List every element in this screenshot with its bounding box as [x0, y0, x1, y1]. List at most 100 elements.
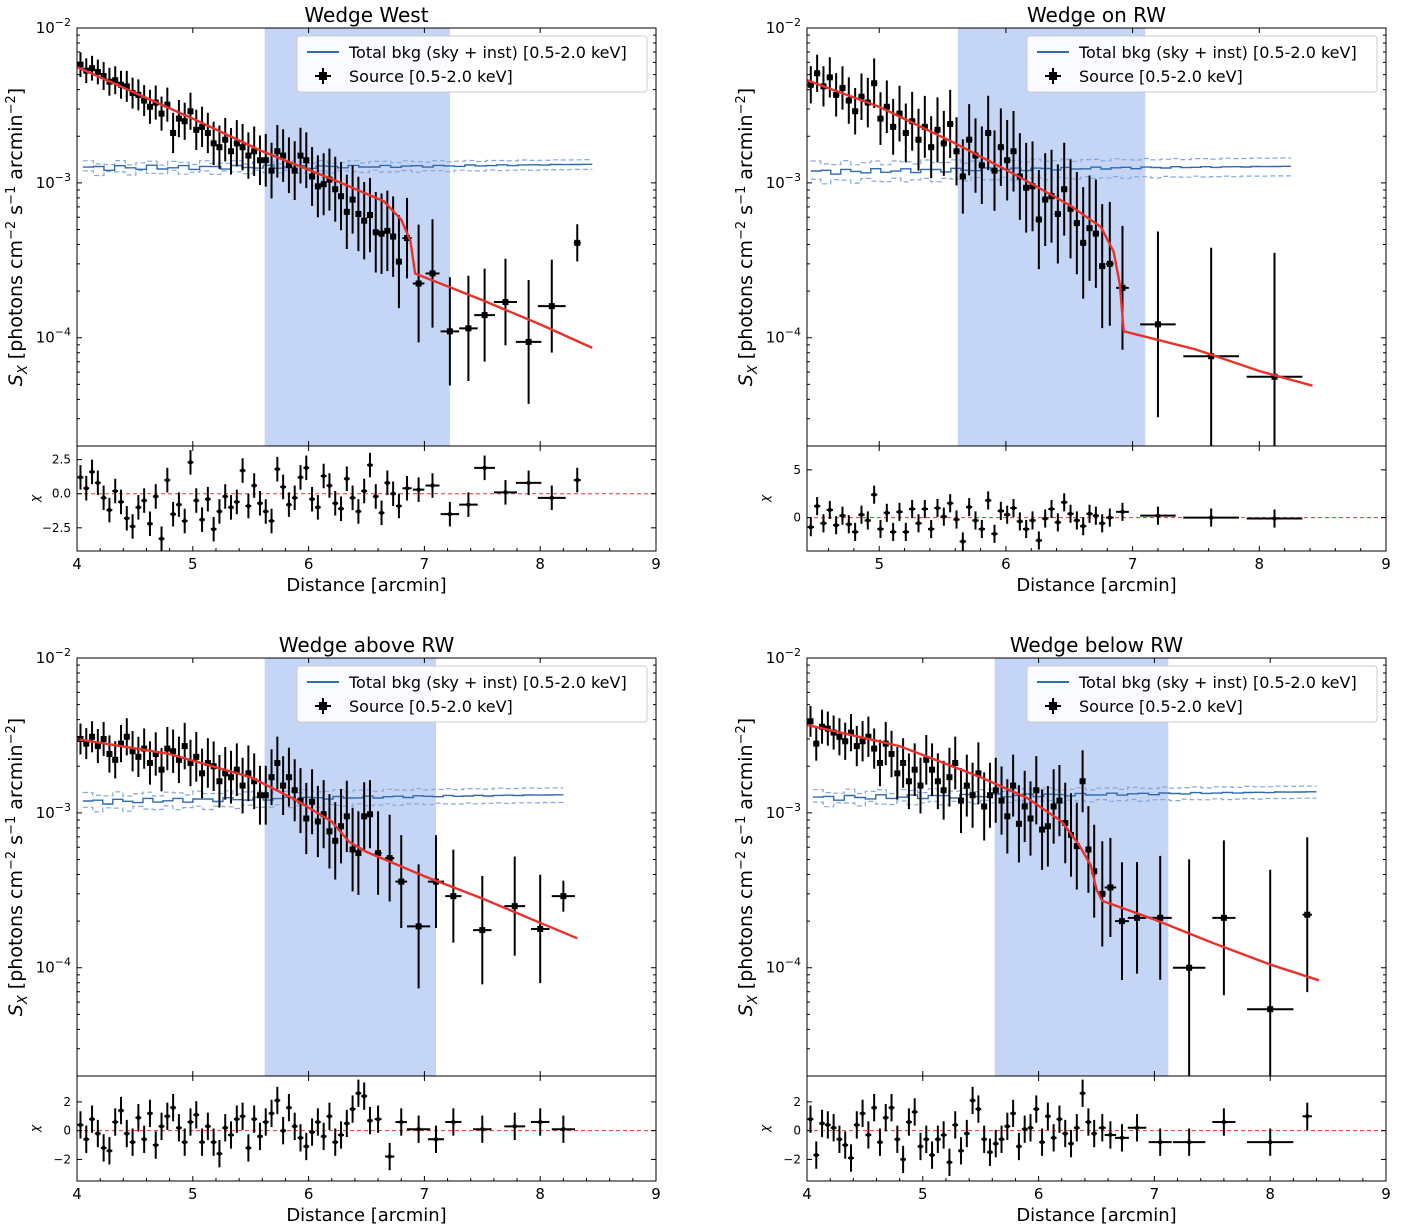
residual-point: [210, 516, 217, 542]
source-point: [573, 224, 581, 262]
residual-point: [286, 492, 292, 517]
residual-point: [77, 1111, 84, 1139]
source-marker: [398, 878, 405, 885]
source-marker: [112, 77, 119, 84]
residual-y-tick-label: 0.0: [52, 487, 71, 501]
x-tick-label: 7: [420, 555, 430, 573]
residual-marker: [396, 503, 402, 509]
source-point: [233, 743, 240, 797]
source-point: [175, 736, 182, 784]
source-marker: [123, 83, 130, 90]
residual-point: [985, 491, 992, 510]
source-marker: [1106, 260, 1113, 267]
source-marker: [1010, 148, 1017, 155]
source-marker: [1099, 890, 1106, 897]
ylabel-superscript: −2: [4, 221, 19, 240]
source-marker: [146, 759, 153, 766]
residual-point: [1023, 519, 1030, 539]
residual-marker: [526, 480, 531, 486]
residual-point: [807, 518, 814, 537]
residual-marker: [854, 1122, 859, 1128]
source-marker: [378, 230, 385, 237]
source-marker: [361, 217, 368, 224]
residual-point: [251, 1105, 258, 1133]
source-marker: [1056, 797, 1063, 804]
residual-marker: [170, 1105, 176, 1110]
residual-point: [946, 494, 954, 513]
source-point: [291, 759, 298, 822]
residual-point: [987, 1138, 993, 1166]
source-point: [998, 766, 1005, 835]
source-marker: [332, 186, 339, 193]
source-point: [355, 811, 362, 895]
source-point: [1033, 756, 1040, 825]
residual-point: [877, 1128, 883, 1156]
background-line: [82, 163, 593, 171]
source-point: [309, 147, 316, 206]
source-marker: [1061, 186, 1068, 193]
ylabel-superscript: −2: [734, 851, 749, 870]
source-point: [1302, 837, 1312, 993]
residual-marker: [113, 488, 118, 494]
residual-marker: [269, 518, 274, 524]
residual-point: [1062, 1119, 1069, 1148]
source-point: [877, 92, 884, 145]
residual-marker: [228, 1132, 234, 1138]
residual-marker: [1093, 513, 1099, 518]
residual-point: [832, 516, 840, 535]
residual-marker: [918, 1144, 923, 1149]
source-point: [807, 705, 814, 737]
residual-marker: [922, 506, 928, 512]
residual-point: [384, 470, 391, 496]
residual-y-tick-label: 0: [63, 1124, 71, 1138]
residual-point: [193, 488, 200, 513]
residual-marker: [217, 1151, 222, 1156]
source-marker: [355, 210, 362, 217]
source-marker: [915, 136, 922, 143]
y-tick-label: 10−2: [766, 646, 801, 667]
ylabel-units: ]: [735, 718, 757, 725]
source-marker: [853, 743, 860, 750]
source-marker: [1304, 911, 1311, 918]
residual-marker: [1074, 518, 1080, 523]
source-marker: [997, 144, 1004, 151]
residual-marker: [165, 1114, 170, 1119]
residual-marker: [165, 477, 170, 483]
residual-marker: [846, 522, 852, 527]
residual-panel: 5 0 χ 5 6 7 8 9 Distance [arcmin]: [758, 445, 1391, 596]
source-marker: [966, 136, 973, 143]
source-point: [170, 729, 177, 773]
residual-point: [1027, 1114, 1034, 1142]
source-point: [940, 760, 947, 820]
residual-point: [100, 485, 107, 511]
source-point: [94, 59, 101, 85]
residual-marker: [1074, 1125, 1080, 1130]
source-marker: [446, 328, 453, 335]
source-point: [851, 88, 859, 135]
ylabel-superscript: −2: [4, 725, 19, 744]
residual-marker: [194, 498, 199, 503]
residual-marker: [304, 465, 309, 471]
residual-marker: [211, 526, 216, 532]
residual-point: [314, 1108, 321, 1136]
ylabel-subscript: X: [746, 364, 761, 375]
residual-marker: [1186, 1139, 1192, 1145]
residual-point: [427, 1125, 445, 1153]
residual-marker: [808, 1116, 813, 1122]
residual-marker: [985, 498, 991, 503]
residual-point: [1127, 1114, 1147, 1142]
legend-background-label: Total bkg (sky + inst) [0.5-2.0 keV]: [1078, 673, 1357, 692]
residual-marker: [878, 526, 883, 532]
legend-source-swatch: [319, 702, 327, 710]
residual-point: [1099, 514, 1106, 533]
residual-point: [883, 503, 890, 522]
y-axis-label: SX [photons cm−2 s−1 arcmin−2]: [4, 88, 31, 386]
source-marker: [986, 792, 993, 799]
ylabel-subscript: X: [16, 364, 31, 375]
source-point: [222, 747, 229, 800]
source-marker: [332, 837, 339, 844]
residual-point: [245, 1134, 252, 1162]
residual-point: [972, 511, 979, 530]
source-point: [303, 782, 310, 855]
